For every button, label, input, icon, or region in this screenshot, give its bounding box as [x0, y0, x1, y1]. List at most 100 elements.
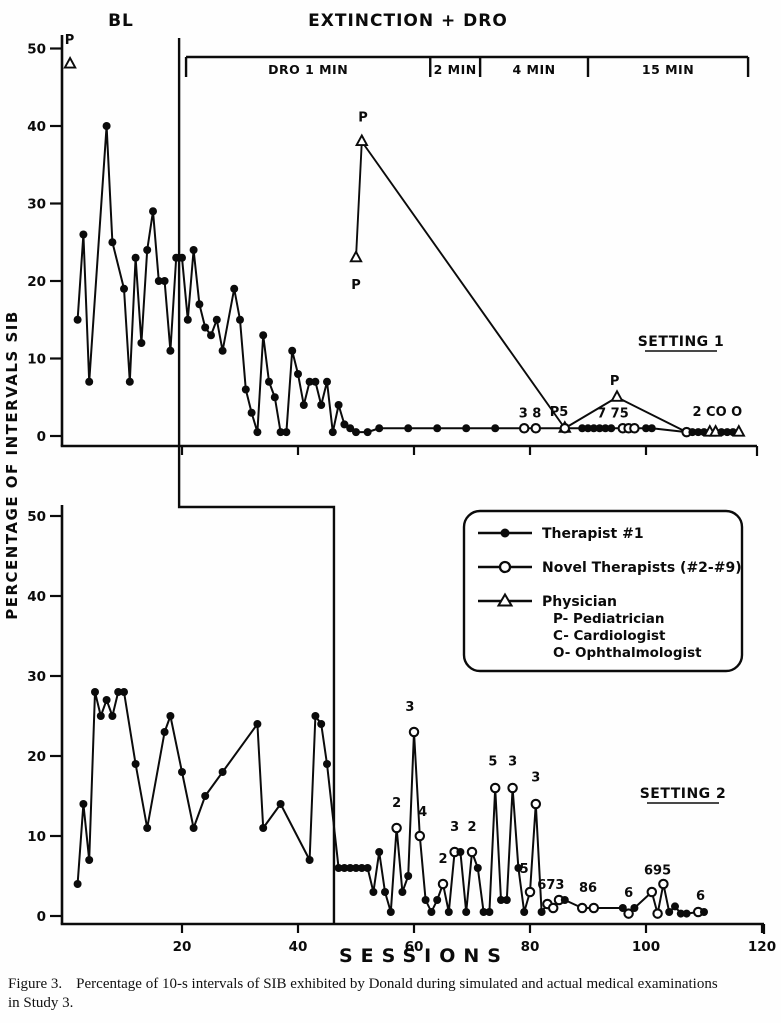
treatment-condition-label: EXTINCTION + DRO	[308, 11, 508, 31]
novel-therapist-data-point	[414, 830, 426, 842]
point-annotation: 2	[392, 796, 401, 811]
therapist1-data-point	[276, 428, 285, 437]
therapist1-data-point	[694, 428, 703, 437]
y-tick-label: 50	[27, 509, 46, 525]
therapist1-data-point	[433, 424, 442, 433]
point-annotation: 3	[450, 820, 459, 835]
y-tick-label: 40	[27, 589, 46, 605]
legend-box: Therapist #1 Novel Therapists (#2-#9) Ph…	[462, 509, 744, 673]
therapist1-data-point	[108, 712, 117, 720]
therapist1-data-point	[270, 393, 279, 402]
point-annotation: 5	[520, 862, 529, 877]
therapist1-data-point	[160, 277, 169, 285]
therapist1-data-point	[491, 424, 500, 433]
therapist1-data-point	[102, 122, 111, 130]
therapist1-data-point	[352, 428, 360, 437]
x-tick-label: 80	[521, 939, 540, 955]
bracket-segment-label: 2 MIN	[434, 62, 477, 77]
therapist1-data-point	[265, 377, 273, 386]
therapist1-data-point	[421, 896, 430, 904]
therapist1-data-point	[485, 908, 494, 916]
therapist1-data-point	[456, 848, 465, 856]
therapist1-data-point	[346, 424, 355, 433]
figure-caption: Figure 3. Percentage of 10-s intervals of…	[8, 975, 774, 1013]
point-annotation: 4	[418, 805, 427, 820]
caption-line2: in Study 3.	[8, 995, 74, 1011]
therapist1-data-point	[85, 856, 94, 864]
novel-therapist-data-point	[489, 782, 501, 794]
point-annotation: 3	[405, 700, 414, 715]
therapist1-data-point	[253, 428, 262, 437]
x-tick-label: 120	[748, 939, 776, 955]
therapist1-data-point	[120, 688, 128, 696]
therapist1-data-point	[375, 848, 384, 856]
bracket-segment-label: 15 MIN	[642, 62, 694, 77]
therapist1-data-point	[688, 428, 697, 437]
novel-therapist-data-point	[629, 422, 640, 434]
setting-1-label: SETTING 1	[638, 334, 725, 350]
dro-schedule-bracket-layer: DRO 1 MIN 2 MIN 4 MIN 15 MIN	[184, 55, 750, 77]
point-annotation: 7 75	[597, 406, 629, 421]
therapist1-data-point	[166, 712, 175, 720]
point-annotation: 2	[467, 820, 476, 835]
therapist1-data-point	[723, 428, 732, 437]
point-annotation: 2 CO O	[692, 405, 742, 420]
legend-border	[462, 509, 744, 673]
therapist1-data-point	[317, 401, 326, 409]
therapist1-data-point	[642, 424, 650, 433]
therapist1-data-point	[595, 424, 604, 433]
y-axis-title: PERCENTAGE OF INTERVALS SIB	[3, 310, 21, 620]
y-tick-label: 0	[37, 429, 46, 445]
point-annotation: 86	[579, 881, 597, 896]
point-annotation: 3 8	[519, 406, 542, 421]
therapist1-data-point	[276, 800, 285, 808]
therapist1-data-point	[311, 712, 320, 720]
therapist1-data-point	[178, 253, 186, 262]
therapist1-data-point	[346, 864, 355, 872]
therapist1-data-point	[560, 896, 569, 904]
physician-data-point	[732, 424, 746, 437]
therapist1-data-point	[479, 908, 488, 916]
setting-2-label: SETTING 2	[640, 786, 727, 802]
therapist1-data-point	[404, 424, 413, 433]
therapist1-data-point	[473, 864, 482, 872]
point-annotation: P	[610, 374, 620, 389]
therapist1-data-point	[102, 696, 111, 704]
point-annotation: 5	[488, 755, 497, 770]
novel-therapist-data-point	[547, 902, 559, 914]
phase-change-line	[177, 38, 336, 924]
point-annotation: 6	[624, 886, 633, 901]
bracket-segment-label: 4 MIN	[513, 62, 556, 77]
y-tick-label: 10	[27, 829, 46, 845]
therapist1-data-point	[352, 864, 360, 872]
therapist1-data-point	[537, 908, 546, 916]
point-annotation: 3	[508, 755, 517, 770]
physician-series-line	[355, 140, 688, 433]
therapist1-data-point	[497, 896, 505, 904]
novel-therapist-data-point	[623, 908, 634, 919]
therapist1-data-point	[253, 720, 262, 728]
therapist1-data-point	[73, 315, 82, 324]
therapist1-data-point	[154, 277, 163, 285]
therapist1-data-point	[189, 246, 198, 254]
therapist1-data-point	[369, 888, 378, 896]
therapist1-data-point	[305, 377, 314, 386]
novel-therapist-data-point	[658, 878, 669, 890]
novel-therapist-data-point	[588, 902, 600, 914]
therapist1-data-point	[172, 253, 181, 262]
y-tick-label: 30	[27, 669, 46, 685]
therapist1-data-point	[259, 331, 268, 340]
therapist1-data-point	[502, 896, 511, 904]
therapist1-data-point	[323, 760, 331, 768]
therapist1-data-point	[607, 424, 616, 433]
legend-sub-cardiologist: C- Cardiologist	[553, 628, 666, 644]
y-tick-label: 10	[27, 352, 46, 368]
physician-data-point	[355, 133, 369, 147]
therapist1-data-point	[178, 768, 186, 776]
legend-label-novel-therapists: Novel Therapists (#2-#9)	[542, 560, 742, 576]
x-axis-title: SESSIONS	[339, 945, 509, 967]
novel-therapist-data-point	[646, 886, 658, 898]
therapist1-data-point	[108, 238, 117, 247]
therapist1-data-point	[462, 424, 471, 433]
